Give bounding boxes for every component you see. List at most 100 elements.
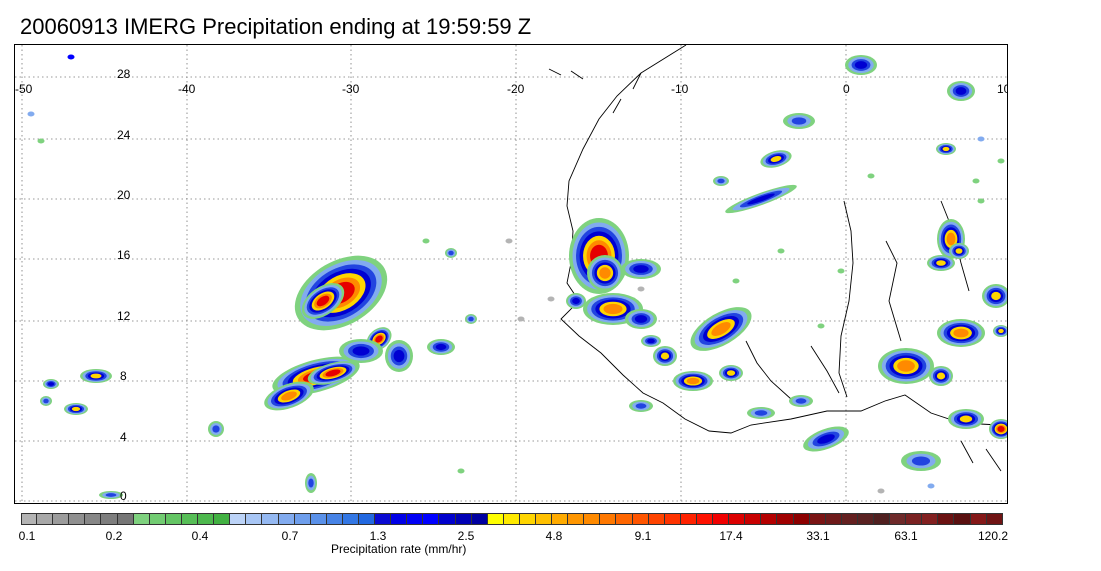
colorbar-swatch (230, 513, 247, 525)
rain-cell (955, 87, 967, 95)
colorbar-swatch (262, 513, 279, 525)
colorbar-swatch (375, 513, 392, 525)
rain-cell (955, 248, 963, 254)
rain-speck (27, 111, 35, 117)
colorbar-tick: 4.8 (545, 529, 563, 543)
colorbar-swatch (777, 513, 794, 525)
rain-cell (770, 155, 782, 163)
colorbar-swatch (310, 513, 327, 525)
rain-cell (726, 370, 736, 376)
lat-label-12: 12 (117, 309, 131, 323)
colorbar-swatch (970, 513, 987, 525)
colorbar-swatch (181, 513, 199, 525)
rain-cell (635, 403, 647, 409)
lon-label-neg30: -30 (342, 82, 360, 96)
colorbar-swatch (632, 513, 649, 525)
colorbar-tick: 0.4 (191, 529, 209, 543)
rain-cell (997, 426, 1005, 432)
colorbar-label: Precipitation rate (mm/hr) (331, 542, 467, 556)
precipitation-map: -50 -40 -30 -20 -10 0 10 28 24 20 16 12 … (14, 44, 1008, 504)
colorbar-swatch (841, 513, 858, 525)
rain-cell (212, 425, 220, 433)
colorbar-swatch (246, 513, 263, 525)
colorbar-swatch (53, 513, 70, 525)
colorbar-swatch (37, 513, 54, 525)
rain-cell (325, 369, 341, 377)
rain-cell (791, 117, 807, 125)
rain-speck (817, 323, 825, 329)
grid-lines (15, 45, 1007, 503)
rain-cell (435, 343, 447, 351)
colorbar-swatch (326, 513, 343, 525)
rain-speck (505, 238, 513, 244)
rain-cell (686, 377, 700, 385)
colorbar-tick: 0.7 (281, 529, 299, 543)
rain-cell (717, 178, 725, 184)
colorbar-swatch (793, 513, 810, 525)
rain-cell (634, 315, 648, 323)
colorbar-swatch (680, 513, 697, 525)
rain-cell (754, 410, 768, 416)
lon-label-neg50: -50 (15, 82, 33, 96)
lat-label-24: 24 (117, 128, 131, 142)
colorbar-swatch (519, 513, 536, 525)
rain-cell (647, 338, 655, 344)
colorbar-swatch (342, 513, 359, 525)
lon-label-neg20: -20 (507, 82, 525, 96)
colorbar-swatch (648, 513, 665, 525)
colorbar-swatch (922, 513, 939, 525)
rain-cell (897, 360, 915, 372)
colorbar-swatch (391, 513, 408, 525)
colorbar-tick: 17.4 (719, 529, 743, 543)
rain-cell (90, 373, 102, 379)
colorbar-tick: 9.1 (634, 529, 652, 543)
colorbar-swatch (214, 513, 231, 525)
coastline (548, 45, 1007, 472)
lon-label-0: 0 (843, 82, 850, 96)
colorbar (21, 513, 1003, 525)
rain-speck (877, 488, 885, 494)
rain-speck (37, 138, 45, 144)
colorbar-tick: 120.2 (977, 529, 1009, 543)
colorbar-swatch (600, 513, 617, 525)
colorbar-swatch (552, 513, 569, 525)
rain-cell (747, 193, 775, 205)
lat-label-8: 8 (120, 369, 127, 383)
colorbar-swatch (117, 513, 134, 525)
map-title: 20060913 IMERG Precipitation ending at 1… (20, 14, 532, 39)
rain-cell (468, 316, 474, 322)
colorbar-swatch (890, 513, 907, 525)
rain-speck (517, 316, 525, 322)
lat-label-20: 20 (117, 188, 131, 202)
rain-cell (393, 349, 405, 363)
lat-label-0: 0 (120, 489, 127, 503)
rain-speck (867, 173, 875, 179)
colorbar-swatch (101, 513, 118, 525)
rain-cell (991, 291, 1001, 301)
colorbar-swatch (407, 513, 424, 525)
colorbar-swatch (165, 513, 182, 525)
colorbar-swatch (954, 513, 971, 525)
colorbar-swatch (664, 513, 681, 525)
colorbar-swatch (487, 513, 504, 525)
rain-cell (946, 232, 956, 246)
rain-cell (817, 434, 835, 444)
colorbar-swatch (85, 513, 102, 525)
lon-label-neg40: -40 (178, 82, 196, 96)
rain-cell (603, 303, 623, 315)
colorbar-swatch (873, 513, 891, 525)
colorbar-swatch (745, 513, 762, 525)
colorbar-swatch (761, 513, 778, 525)
colorbar-swatch (133, 513, 150, 525)
rain-speck (547, 296, 555, 302)
colorbar-swatch (455, 513, 472, 525)
rain-cell (599, 267, 611, 279)
rain-speck (997, 158, 1005, 164)
rain-cell (959, 415, 973, 423)
rain-cell (936, 260, 946, 266)
rain-cell (942, 146, 950, 152)
colorbar-swatch (729, 513, 746, 525)
colorbar-tick: 0.2 (105, 529, 123, 543)
rain-cell (308, 478, 314, 488)
lat-label-4: 4 (120, 430, 127, 444)
